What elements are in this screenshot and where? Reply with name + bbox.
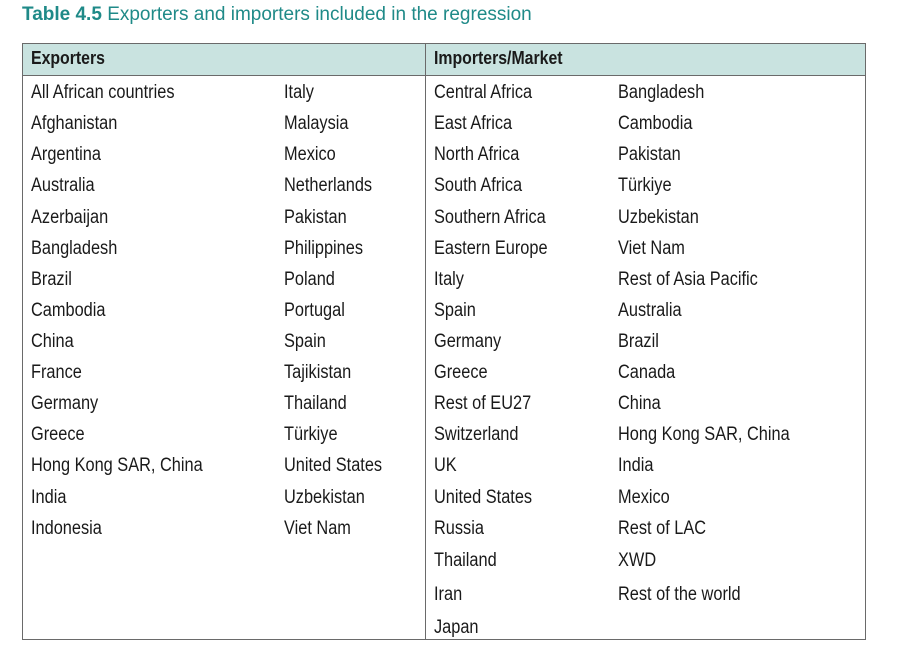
exporters-header: Exporters (31, 48, 105, 68)
country-cell: Azerbaijan (31, 207, 109, 228)
country-cell: Poland (284, 269, 335, 290)
country-cell: Russia (434, 518, 484, 539)
country-cell: Indonesia (31, 518, 102, 539)
country-cell: Thailand (284, 393, 347, 414)
country-cell: Viet Nam (618, 238, 685, 259)
country-cell: Bangladesh (618, 82, 705, 103)
country-cell: Rest of LAC (618, 518, 707, 539)
country-cell: East Africa (434, 113, 513, 134)
country-cell: Brazil (618, 331, 659, 352)
country-cell: XWD (618, 550, 657, 571)
table-title: Exporters and importers included in the … (107, 4, 532, 25)
country-cell: Hong Kong SAR, China (31, 455, 203, 476)
country-cell: Pakistan (618, 144, 681, 165)
country-cell: China (618, 393, 661, 414)
country-cell: Cambodia (31, 300, 106, 321)
country-cell: Netherlands (284, 175, 373, 196)
country-cell: Greece (434, 362, 488, 383)
country-cell: Rest of Asia Pacific (618, 269, 758, 290)
table-header-row: Exporters Importers/Market (23, 44, 865, 76)
country-cell: Spain (434, 300, 476, 321)
country-cell: Hong Kong SAR, China (618, 424, 790, 445)
countries-table: Exporters Importers/Market All African c… (22, 43, 866, 640)
country-cell: United States (284, 455, 383, 476)
country-cell: Japan (434, 617, 479, 638)
country-cell: Spain (284, 331, 326, 352)
country-cell: Afghanistan (31, 113, 118, 134)
country-cell: Italy (284, 82, 314, 103)
country-cell: Tajikistan (284, 362, 352, 383)
country-cell: Bangladesh (31, 238, 118, 259)
country-cell: United States (434, 487, 533, 508)
country-cell: Brazil (31, 269, 72, 290)
country-cell: Australia (31, 175, 95, 196)
country-cell: Italy (434, 269, 464, 290)
country-cell: Rest of the world (618, 584, 741, 605)
country-cell: China (31, 331, 74, 352)
table-caption: Table 4.5 Exporters and importers includ… (22, 4, 532, 26)
country-cell: Switzerland (434, 424, 519, 445)
country-cell: India (31, 487, 67, 508)
country-cell: Uzbekistan (284, 487, 365, 508)
country-cell: Uzbekistan (618, 207, 699, 228)
country-cell: Pakistan (284, 207, 347, 228)
country-cell: Central Africa (434, 82, 533, 103)
country-cell: India (618, 455, 654, 476)
table-number: Table 4.5 (22, 4, 102, 25)
country-cell: Argentina (31, 144, 101, 165)
country-cell: Canada (618, 362, 676, 383)
country-cell: Germany (31, 393, 99, 414)
country-cell: Eastern Europe (434, 238, 548, 259)
country-cell: Thailand (434, 550, 497, 571)
column-divider (425, 44, 426, 639)
country-cell: Türkiye (284, 424, 338, 445)
importers-header: Importers/Market (434, 48, 563, 68)
country-cell: North Africa (434, 144, 520, 165)
country-cell: Türkiye (618, 175, 672, 196)
country-cell: Greece (31, 424, 85, 445)
country-cell: Iran (434, 584, 463, 605)
country-cell: Rest of EU27 (434, 393, 532, 414)
country-cell: South Africa (434, 175, 523, 196)
country-cell: France (31, 362, 82, 383)
country-cell: Germany (434, 331, 502, 352)
country-cell: Cambodia (618, 113, 693, 134)
country-cell: Mexico (618, 487, 670, 508)
country-cell: Australia (618, 300, 682, 321)
country-cell: Philippines (284, 238, 364, 259)
country-cell: UK (434, 455, 457, 476)
country-cell: All African countries (31, 82, 175, 103)
country-cell: Portugal (284, 300, 345, 321)
country-cell: Mexico (284, 144, 336, 165)
country-cell: Southern Africa (434, 207, 546, 228)
country-cell: Malaysia (284, 113, 349, 134)
country-cell: Viet Nam (284, 518, 351, 539)
